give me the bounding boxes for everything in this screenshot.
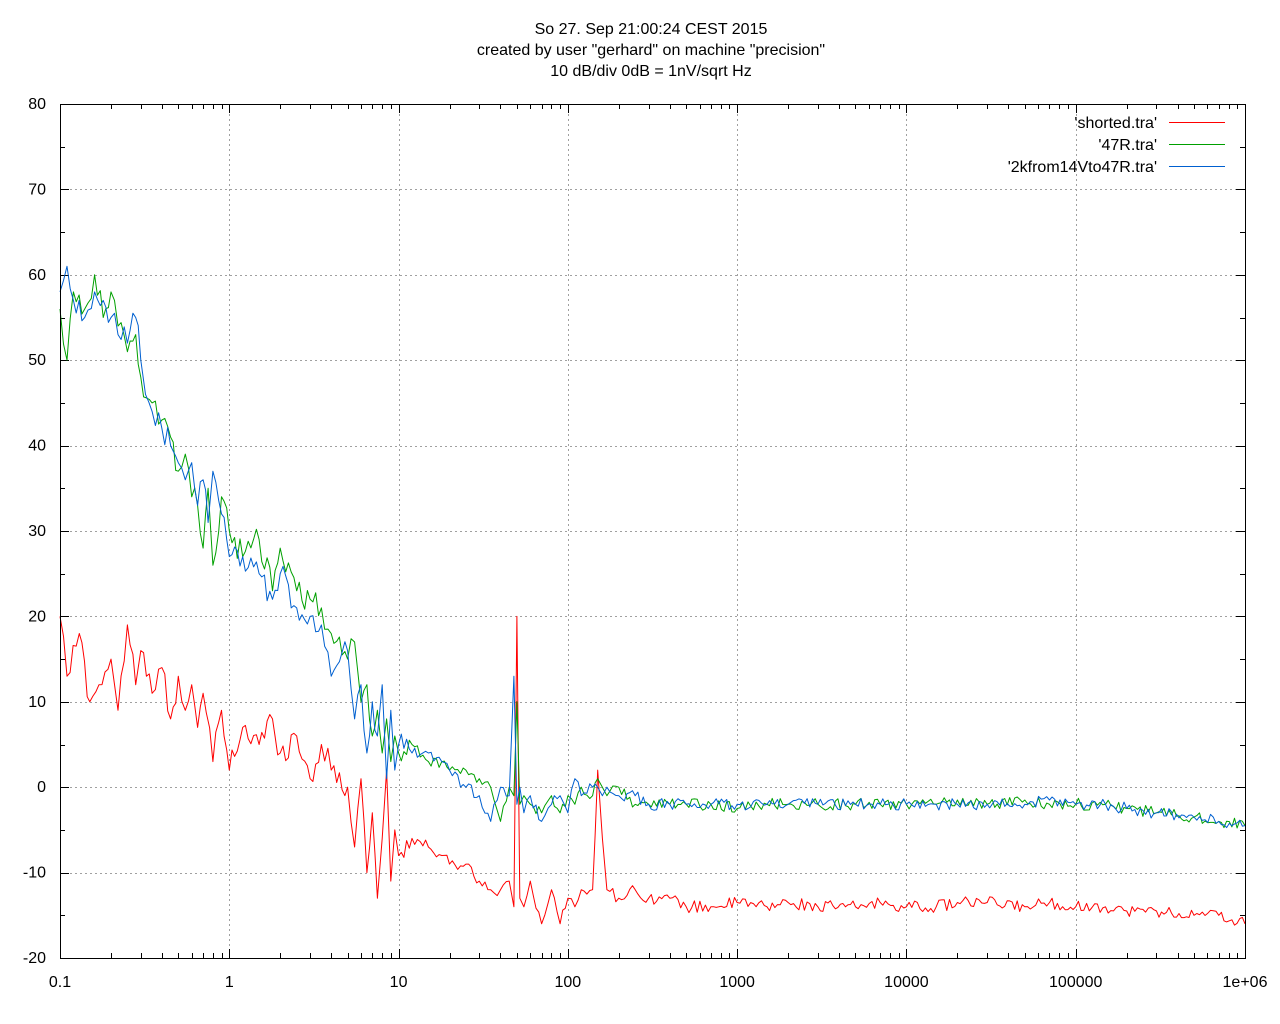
- title-line-scale: 10 dB/div 0dB = 1nV/sqrt Hz: [550, 63, 751, 80]
- y-axis-tick-labels: 80 70 60 50 40 30 20 10 0 -10 -20: [23, 96, 46, 967]
- y-tick-label: 10: [28, 694, 46, 711]
- y-tick-label: 50: [28, 352, 46, 369]
- y-tick-label: 70: [28, 181, 46, 198]
- y-tick-label: 40: [28, 438, 46, 455]
- grid: [60, 104, 1245, 958]
- legend-entry-label: '47R.tra': [1098, 137, 1157, 154]
- x-tick-label: 1: [225, 974, 234, 991]
- legend-entry-label: '2kfrom14Vto47R.tra': [1008, 159, 1157, 176]
- title-line-date: So 27. Sep 21:00:24 CEST 2015: [535, 21, 768, 38]
- x-tick-label: 10000: [884, 974, 929, 991]
- y-tick-label: 60: [28, 267, 46, 284]
- series-line-0: [59, 615, 1246, 926]
- x-tick-label: 1e+06: [1223, 974, 1268, 991]
- y-tick-label: -20: [23, 950, 46, 967]
- legend-entry-label: 'shorted.tra': [1074, 115, 1157, 132]
- plot-frame: [60, 104, 1246, 959]
- chart-title: So 27. Sep 21:00:24 CEST 2015 created by…: [477, 21, 825, 80]
- y-tick-label: 80: [28, 96, 46, 113]
- series-line-1: [59, 274, 1246, 829]
- series-line-2: [59, 265, 1246, 829]
- plot-series: [59, 265, 1246, 926]
- y-tick-label: 0: [37, 779, 46, 796]
- legend: 'shorted.tra' '47R.tra' '2kfrom14Vto47R.tr…: [1008, 115, 1225, 176]
- x-tick-label: 100000: [1049, 974, 1102, 991]
- axis-ticks: [60, 104, 1246, 959]
- title-line-user: created by user "gerhard" on machine "pr…: [477, 42, 825, 59]
- y-tick-label: 30: [28, 523, 46, 540]
- x-tick-label: 0.1: [49, 974, 71, 991]
- x-tick-label: 1000: [719, 974, 755, 991]
- x-axis-tick-labels: 0.1 1 10 100 1000 10000 100000 1e+06: [49, 974, 1268, 991]
- x-tick-label: 10: [390, 974, 408, 991]
- y-tick-label: -10: [23, 865, 46, 882]
- y-tick-label: 20: [28, 608, 46, 625]
- x-tick-label: 100: [555, 974, 582, 991]
